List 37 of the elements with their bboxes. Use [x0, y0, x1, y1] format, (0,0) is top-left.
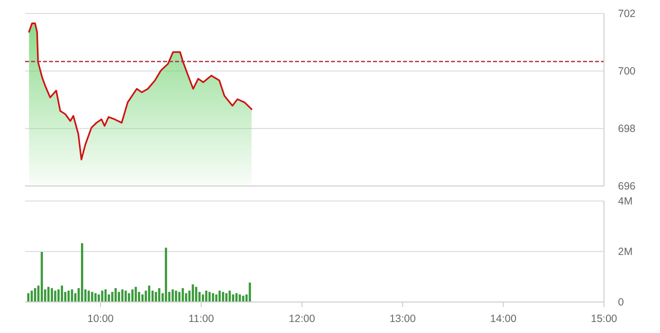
bar [80, 243, 84, 302]
y-tick-label: 698 [618, 123, 636, 136]
bar [27, 293, 30, 302]
bar [40, 252, 43, 302]
x-tick-label: 15:00 [590, 313, 618, 325]
bar [164, 248, 168, 302]
bar [182, 288, 184, 302]
x-tick-label: 12:00 [288, 313, 316, 325]
bar [172, 289, 174, 302]
bar [101, 290, 104, 302]
bar [148, 286, 150, 302]
bar [242, 296, 244, 302]
x-tick-label: 11:00 [188, 313, 214, 325]
bar [158, 288, 160, 302]
y-tick-label: 2M [618, 246, 633, 258]
bar [88, 290, 90, 302]
bar [30, 290, 33, 302]
bar [195, 286, 198, 302]
y-tick-label: 700 [618, 66, 636, 78]
y-tick-label: 702 [618, 8, 636, 20]
bar [98, 294, 100, 302]
bar [54, 290, 56, 302]
y-tick-label: 0 [618, 296, 624, 309]
bar [111, 292, 114, 302]
bar [238, 294, 241, 302]
line-series [28, 22, 252, 160]
x-tick-label: 10:00 [87, 313, 114, 325]
bar [215, 294, 218, 302]
y-tick-label: 4M [618, 196, 633, 208]
bar [228, 290, 231, 302]
bar [134, 286, 137, 302]
bar [205, 290, 208, 302]
x-tick-label: 14:00 [490, 313, 517, 325]
x-tick-label: 13:00 [389, 313, 416, 325]
bar [91, 292, 94, 302]
y-tick-label: 696 [618, 180, 636, 193]
bar [124, 290, 127, 302]
